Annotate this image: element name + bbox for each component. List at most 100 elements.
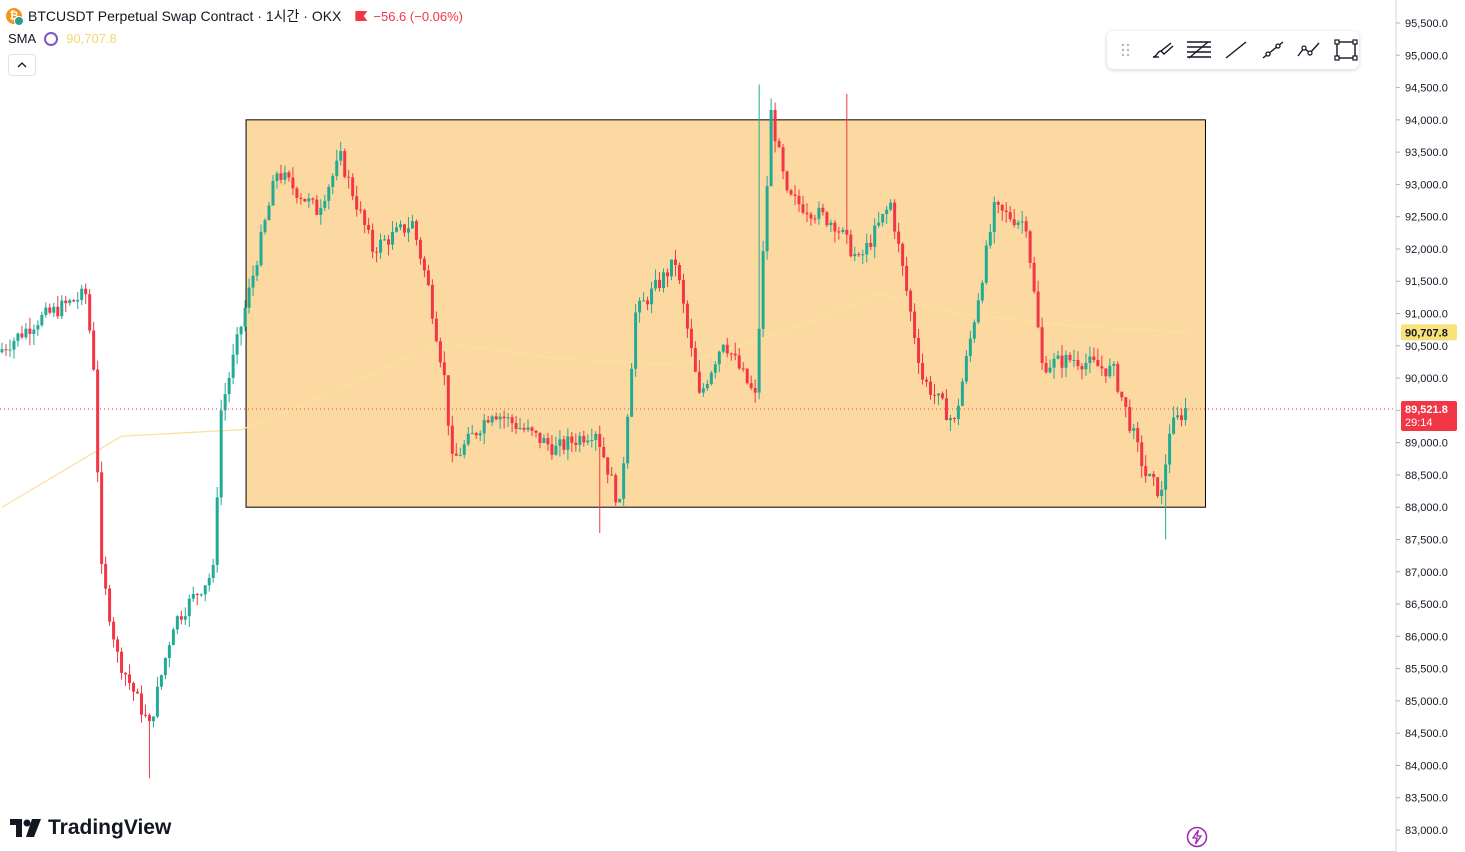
candle (606, 457, 610, 484)
candle (550, 435, 554, 460)
candle (578, 431, 582, 453)
candle (1016, 220, 1020, 229)
candle-body (1180, 415, 1184, 421)
candle-body (482, 420, 486, 434)
candle (610, 467, 614, 476)
candle (219, 399, 223, 506)
candle-body (1084, 362, 1088, 370)
collapse-legend-button[interactable] (8, 54, 36, 76)
candle-body (948, 418, 952, 421)
candle-body (1160, 489, 1164, 497)
candle-body (151, 716, 155, 722)
brush-icon[interactable] (1150, 36, 1177, 64)
candle-body (522, 427, 526, 430)
candle-body (546, 438, 550, 445)
candle-body (582, 435, 586, 443)
candle-body (175, 616, 179, 630)
candle (797, 189, 801, 213)
drawing-toolbar (1107, 31, 1359, 69)
candle (1144, 455, 1148, 483)
candle (251, 265, 255, 296)
last-price-label: 89,521.8 (1405, 404, 1448, 416)
candle-body (207, 577, 211, 586)
candle (761, 240, 765, 338)
candle (442, 351, 446, 386)
candle-body (1088, 356, 1092, 363)
candle-body (92, 330, 96, 370)
candle (323, 194, 327, 212)
candle-body (1104, 368, 1108, 377)
candle (972, 319, 976, 343)
candle-body (709, 372, 713, 384)
candle (299, 193, 303, 205)
candle-body (371, 229, 375, 252)
candle (614, 473, 618, 506)
candle (410, 214, 414, 229)
candle (486, 416, 490, 424)
rectangle-icon[interactable] (1332, 36, 1359, 64)
candle (960, 378, 964, 407)
candle-body (1028, 231, 1032, 263)
candle-body (383, 239, 387, 241)
candle-body (558, 439, 562, 446)
path-icon[interactable] (1296, 36, 1323, 64)
ray-icon[interactable] (1259, 36, 1286, 64)
range-rectangle (245, 119, 1206, 508)
candle-body (1184, 408, 1188, 421)
candle-body (351, 177, 355, 197)
drag-grip-icon[interactable] (1113, 36, 1140, 64)
candle-body (279, 173, 283, 180)
candle-body (570, 436, 574, 443)
candle-body (1024, 221, 1028, 232)
candle (331, 173, 335, 195)
symbol-title[interactable]: BTCUSDT Perpetual Swap Contract · 1시간 · … (28, 8, 342, 24)
candle (717, 350, 721, 373)
candle-body (387, 239, 391, 245)
candle (1080, 363, 1084, 380)
candle-body (96, 369, 100, 473)
y-tick-label: 94,000.0 (1405, 115, 1448, 127)
tradingview-logo[interactable]: TradingView (10, 816, 171, 840)
candle (630, 363, 634, 418)
candle-body (379, 239, 383, 253)
candle (757, 84, 761, 400)
candle-body (681, 280, 685, 304)
candle-body (32, 329, 36, 334)
candle-body (566, 436, 570, 450)
candle-body (773, 109, 777, 142)
candle (582, 430, 586, 447)
flag-icon[interactable] (355, 11, 368, 21)
candle-body (685, 303, 689, 329)
candle-body (40, 314, 44, 326)
candle-body (1032, 262, 1036, 292)
candle-body (861, 254, 865, 256)
candle (725, 337, 729, 358)
candle-body (598, 433, 602, 448)
candle (1088, 346, 1092, 374)
fib-retracement-icon[interactable] (1186, 36, 1213, 64)
candle-body (1176, 415, 1180, 418)
lightning-icon[interactable] (1186, 826, 1208, 848)
candle (151, 716, 155, 728)
candle-body (793, 194, 797, 196)
candle (1020, 210, 1024, 234)
candle (187, 594, 191, 627)
candle (450, 415, 454, 463)
candle (773, 102, 777, 153)
candle (849, 229, 853, 258)
candle (921, 353, 925, 385)
candle-body (438, 341, 442, 363)
candle-body (1036, 291, 1040, 328)
candle (414, 219, 418, 246)
candle (1004, 202, 1008, 223)
candle-body (921, 363, 925, 380)
candle-body (980, 282, 984, 301)
trend-line-icon[interactable] (1223, 36, 1250, 64)
y-tick-label: 89,000.0 (1405, 438, 1448, 450)
candle (383, 234, 387, 241)
sma-legend[interactable]: SMA 90,707.8 (8, 31, 117, 46)
candle-body (1100, 366, 1104, 369)
candle (650, 281, 654, 314)
candle-body (88, 294, 92, 331)
